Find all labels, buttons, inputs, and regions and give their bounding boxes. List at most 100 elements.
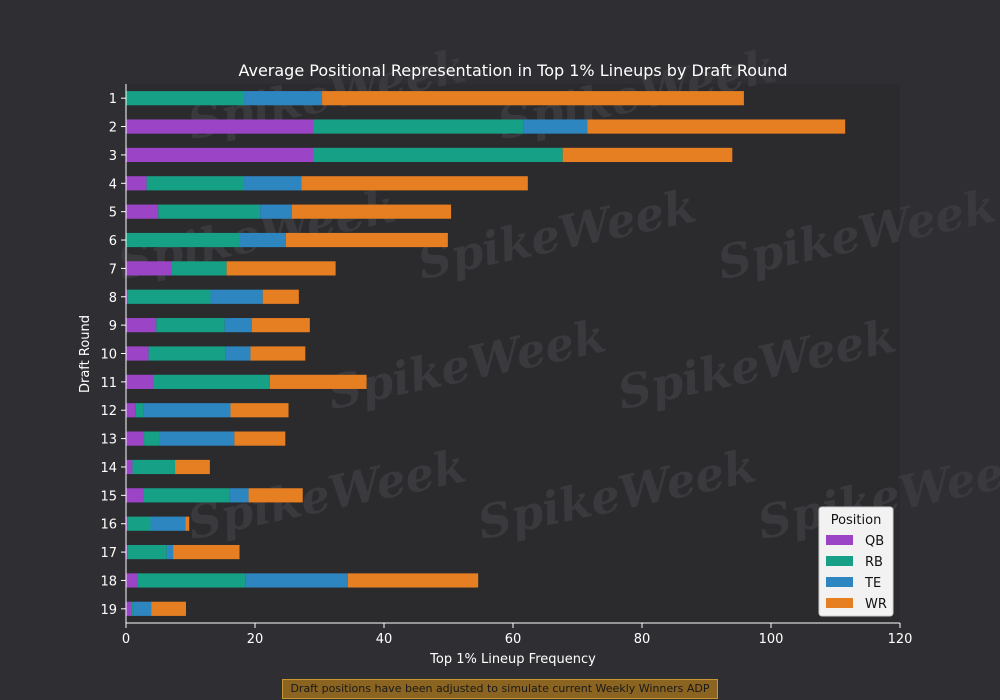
axes-layer: 0 20 40 60 80 100 1201234567891011121314151617… xyxy=(100,84,912,647)
bar-round-5-qb xyxy=(126,204,159,219)
bar-round-3-rb xyxy=(313,147,563,163)
y-tick-label: 18 xyxy=(100,574,117,589)
y-tick-label: 3 xyxy=(109,149,117,164)
x-tick-label: 100 xyxy=(759,632,784,647)
bar-round-3-wr xyxy=(562,147,733,163)
y-tick-label: 4 xyxy=(109,177,117,192)
bar-round-19-wr xyxy=(151,601,186,616)
bar-round-15-wr xyxy=(248,488,303,503)
bar-round-4-wr xyxy=(301,176,528,191)
bar-round-16-qb xyxy=(126,516,128,531)
legend-swatch-te xyxy=(826,577,853,587)
y-tick-label: 14 xyxy=(100,461,117,476)
y-tick-label: 9 xyxy=(109,319,117,334)
y-tick-label: 8 xyxy=(109,291,117,306)
bar-round-15-rb xyxy=(143,488,230,503)
y-tick-label: 11 xyxy=(100,376,117,391)
bar-round-4-te xyxy=(244,176,302,191)
y-tick-label: 13 xyxy=(100,433,117,448)
bar-round-13-te xyxy=(159,431,235,446)
bar-round-5-te xyxy=(260,204,292,219)
bar-round-18-wr xyxy=(347,573,479,588)
legend-label-te: TE xyxy=(864,576,881,591)
bar-round-18-qb xyxy=(126,573,138,588)
bar-round-8-rb xyxy=(127,289,211,304)
bar-round-5-wr xyxy=(291,204,452,219)
bar-round-4-rb xyxy=(146,176,245,191)
y-tick-label: 6 xyxy=(109,234,117,249)
bar-round-16-wr xyxy=(185,516,190,531)
bar-round-12-qb xyxy=(126,403,136,418)
bar-round-12-wr xyxy=(230,403,289,418)
legend-label-rb: RB xyxy=(865,555,883,570)
bar-round-15-qb xyxy=(126,488,144,503)
bar-round-16-rb xyxy=(127,516,151,531)
bar-round-1-te xyxy=(244,91,323,106)
bar-round-15-te xyxy=(229,488,249,503)
bar-round-5-rb xyxy=(158,204,261,219)
bar-round-6-rb xyxy=(126,232,240,248)
bar-round-12-te xyxy=(143,403,231,418)
legend-swatch-qb xyxy=(826,535,853,545)
bar-round-17-wr xyxy=(173,544,240,560)
y-tick-label: 19 xyxy=(100,603,117,618)
bar-round-18-rb xyxy=(137,573,246,588)
bars-layer xyxy=(126,91,846,616)
bar-round-17-rb xyxy=(127,544,167,560)
y-tick-label: 15 xyxy=(100,489,117,504)
bar-round-7-wr xyxy=(226,261,336,276)
y-tick-label: 2 xyxy=(109,121,117,136)
legend-swatch-wr xyxy=(826,598,853,608)
y-axis-label: Draft Round xyxy=(78,315,93,393)
bar-round-6-wr xyxy=(285,232,448,248)
bar-round-9-rb xyxy=(156,318,225,333)
bar-round-2-te xyxy=(523,119,588,134)
x-tick-label: 80 xyxy=(634,632,651,647)
legend-label-qb: QB xyxy=(865,534,884,549)
bar-round-17-te xyxy=(166,544,174,560)
bar-round-9-te xyxy=(224,318,252,333)
bar-round-7-rb xyxy=(171,261,227,276)
bar-round-12-rb xyxy=(135,403,144,418)
bar-round-2-wr xyxy=(587,119,846,134)
legend-swatch-rb xyxy=(826,556,853,566)
bar-round-18-te xyxy=(245,573,348,588)
bar-round-19-te xyxy=(133,601,152,616)
x-tick-label: 60 xyxy=(505,632,522,647)
x-tick-label: 120 xyxy=(888,632,913,647)
bar-round-11-rb xyxy=(153,374,270,389)
bar-round-16-te xyxy=(150,516,186,531)
y-tick-label: 17 xyxy=(100,546,117,561)
bar-round-2-qb xyxy=(126,119,314,134)
y-tick-label: 1 xyxy=(109,92,117,107)
bar-round-11-wr xyxy=(269,374,367,389)
bar-round-14-wr xyxy=(175,459,210,475)
bar-round-1-wr xyxy=(322,91,744,106)
bar-round-1-rb xyxy=(126,91,245,106)
y-tick-label: 10 xyxy=(100,348,117,363)
bar-round-10-qb xyxy=(126,346,149,361)
footnote: Draft positions have been adjusted to si… xyxy=(282,679,718,699)
bar-round-2-rb xyxy=(313,119,524,134)
x-tick-label: 40 xyxy=(376,632,393,647)
bar-round-7-qb xyxy=(126,261,172,276)
bar-round-10-wr xyxy=(250,346,306,361)
bar-round-6-te xyxy=(239,232,286,248)
bar-round-10-rb xyxy=(148,346,226,361)
bar-round-8-qb xyxy=(126,289,128,304)
legend-label-wr: WR xyxy=(865,597,887,612)
bar-round-13-wr xyxy=(234,431,286,446)
bar-round-10-te xyxy=(225,346,251,361)
bar-round-11-qb xyxy=(126,374,154,389)
y-tick-label: 5 xyxy=(109,206,117,221)
bar-round-17-qb xyxy=(126,544,128,560)
bar-round-8-te xyxy=(210,289,263,304)
x-tick-label: 0 xyxy=(122,632,130,647)
bar-round-3-qb xyxy=(126,147,314,163)
y-tick-label: 16 xyxy=(100,518,117,533)
bar-round-13-qb xyxy=(126,431,145,446)
bar-round-14-qb xyxy=(126,459,133,475)
bar-round-4-qb xyxy=(126,176,147,191)
chart-title: Average Positional Representation in Top… xyxy=(238,61,787,80)
